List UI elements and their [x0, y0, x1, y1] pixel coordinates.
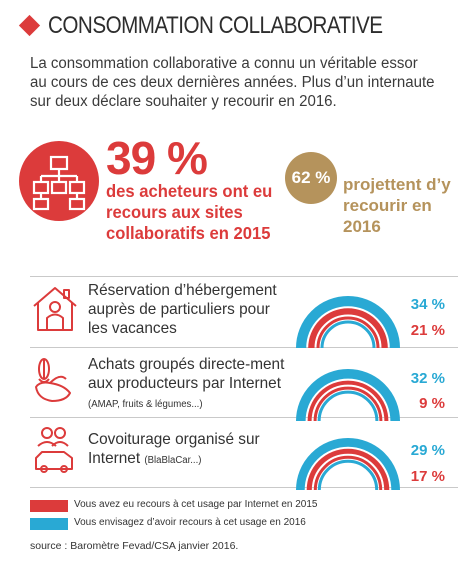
data-label-red: 9 % — [419, 395, 445, 412]
source-note: source : Baromètre Fevad/CSA janvier 201… — [30, 540, 239, 552]
divider — [30, 487, 458, 488]
divider — [30, 347, 458, 348]
legend-swatch-red — [30, 500, 68, 512]
kpi2-value: 62 % — [291, 168, 331, 187]
kpi1-circle — [19, 141, 99, 221]
row-label: Achats groupés directe-ment aux producte… — [88, 356, 285, 410]
diamond-icon — [18, 14, 41, 37]
arch-chart — [296, 296, 400, 349]
arch-inner-ring — [317, 390, 379, 422]
row-label: Covoiturage organisé sur Internet (BlaBl… — [88, 431, 260, 467]
arch-inner-ring — [317, 459, 379, 491]
network-icon — [32, 155, 86, 211]
page-title: CONSOMMATION COLLABORATIVE — [48, 12, 383, 39]
arch-blue-mark — [296, 438, 400, 491]
arch-blue-mark — [296, 296, 400, 349]
row-label: Réservation d’hébergement auprès de part… — [88, 282, 277, 337]
arch-inner-ring — [313, 386, 383, 422]
arch-chart — [296, 369, 400, 422]
produce-icon — [35, 358, 71, 402]
carpool-icon — [35, 427, 73, 473]
divider — [30, 276, 458, 277]
arch-inner-ring — [313, 455, 383, 491]
arch-red-mark — [308, 308, 388, 349]
arch-chart — [296, 438, 400, 491]
legend-swatch-blue — [30, 518, 68, 530]
arch-inner-ring — [320, 320, 376, 349]
data-label-red: 21 % — [410, 322, 445, 339]
arch-inner-ring — [316, 316, 380, 349]
divider — [30, 417, 458, 418]
data-label-blue: 34 % — [410, 296, 445, 313]
data-label-red: 17 % — [410, 468, 445, 485]
data-label-blue: 29 % — [410, 442, 445, 459]
data-label-blue: 32 % — [410, 370, 445, 387]
legend-label: Vous avez eu recours à cet usage par Int… — [74, 499, 318, 510]
legend-label: Vous envisagez d’avoir recours à cet usa… — [74, 517, 306, 528]
kpi1-caption: des acheteurs ont eu recours aux sites c… — [106, 181, 273, 243]
header: CONSOMMATION COLLABORATIVE — [18, 12, 458, 39]
arch-red-mark — [307, 380, 389, 422]
arch-red-mark — [306, 448, 390, 491]
kpi2-caption: projettent d’y recourir en 2016 — [343, 175, 451, 236]
arch-blue-mark — [296, 369, 400, 422]
house-icon — [33, 287, 77, 331]
kpi2-circle: 62 % — [285, 152, 337, 204]
kpi1-value: 39 % — [106, 132, 208, 184]
intro-text: La consommation collaborative a connu un… — [30, 55, 435, 110]
